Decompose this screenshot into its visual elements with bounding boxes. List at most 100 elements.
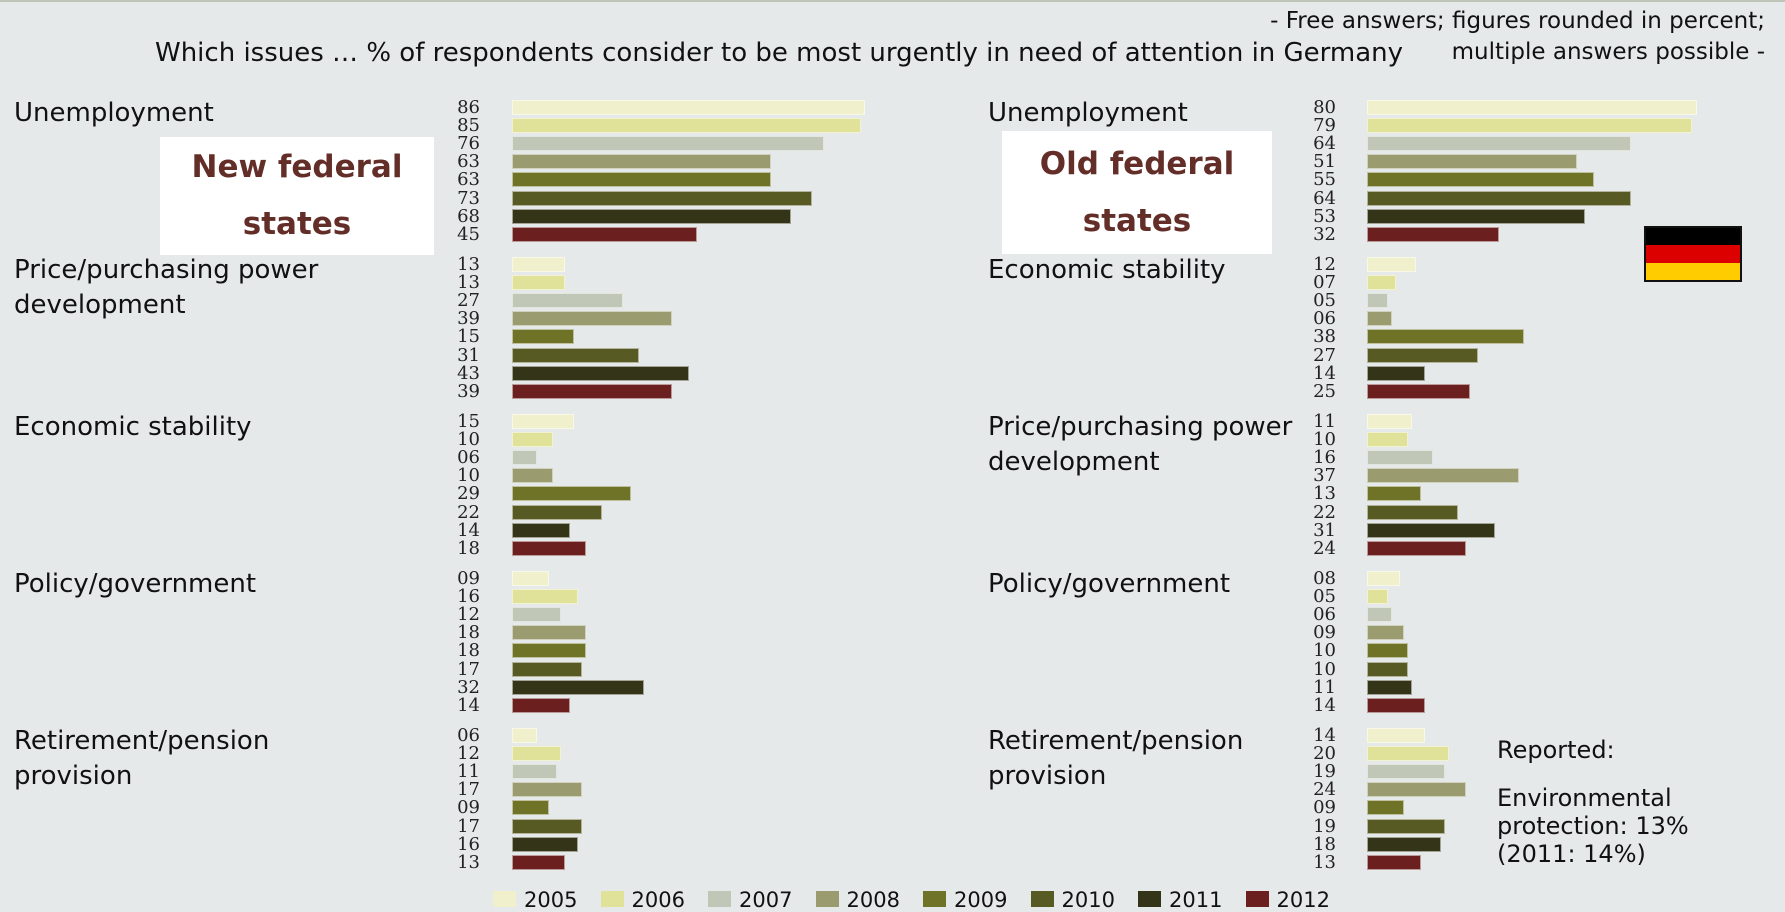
bar-value-label: 12 (457, 604, 480, 626)
category-label: Policy/government (988, 569, 1231, 599)
bar-value-label: 05 (1313, 586, 1336, 608)
bar-2008 (1367, 154, 1578, 170)
reported-heading: Reported: (1497, 736, 1615, 764)
bar-2009 (512, 329, 574, 345)
bar-value-label: 17 (457, 779, 480, 801)
bar-2010 (1367, 818, 1446, 834)
bar-value-label: 14 (457, 519, 480, 541)
bar-value-label: 10 (457, 429, 480, 451)
bar-value-label: 39 (457, 380, 480, 402)
bar-value-label: 10 (1313, 658, 1336, 680)
bar-value-label: 06 (1313, 604, 1336, 626)
bar-2011 (512, 522, 570, 538)
bar-2010 (1367, 661, 1409, 677)
bar-2012 (1367, 540, 1466, 556)
bar-2005 (512, 100, 866, 115)
bar-2011 (1367, 208, 1586, 224)
category-label: Economic stability (988, 255, 1226, 285)
bar-value-label: 14 (457, 694, 480, 716)
bar-2012 (512, 854, 566, 870)
bar-value-label: 18 (457, 640, 480, 662)
legend-swatch (815, 891, 839, 907)
legend-swatch (1245, 891, 1269, 907)
bar-value-label: 16 (457, 586, 480, 608)
bar-value-label: 11 (457, 761, 480, 783)
bar-value-label: 19 (1313, 761, 1336, 783)
legend-swatch (708, 891, 731, 907)
bar-value-label: 27 (457, 290, 480, 312)
bar-value-label: 10 (457, 465, 480, 487)
bar-value-label: 14 (1313, 725, 1336, 746)
panel-label-old-text: Old federal states (1039, 145, 1235, 239)
bar-value-label: 80 (1313, 97, 1336, 118)
bar-2006 (512, 589, 578, 605)
bar-value-label: 24 (1313, 537, 1336, 559)
bar-2008 (512, 154, 771, 170)
bar-2007 (1367, 764, 1446, 780)
category-label: Policy/government (14, 569, 257, 599)
bar-2009 (512, 172, 771, 188)
bar-2008 (1367, 625, 1405, 641)
bar-2009 (512, 486, 632, 502)
bar-2009 (1367, 800, 1405, 816)
bar-2012 (512, 540, 586, 556)
bar-value-label: 45 (457, 223, 480, 245)
bar-2006 (1367, 746, 1450, 762)
bar-value-label: 43 (457, 362, 480, 384)
bar-2007 (512, 136, 825, 152)
bar-2008 (512, 625, 586, 641)
bar-value-label: 63 (457, 169, 480, 191)
bar-2010 (1367, 504, 1458, 520)
flag-stripe-gold (1646, 262, 1740, 280)
legend-swatch (600, 891, 624, 907)
bar-value-label: 11 (1313, 411, 1336, 432)
bar-value-label: 17 (457, 815, 480, 837)
bar-2009 (1367, 172, 1594, 188)
bar-value-label: 12 (1313, 254, 1336, 275)
bar-value-label: 55 (1313, 169, 1336, 191)
bar-value-label: 64 (1313, 133, 1336, 155)
bar-value-label: 31 (1313, 519, 1336, 541)
bar-2006 (1367, 275, 1396, 291)
bar-2008 (1367, 468, 1520, 484)
bar-value-label: 09 (457, 568, 480, 589)
bar-value-label: 39 (457, 308, 480, 330)
bar-value-label: 73 (457, 187, 480, 209)
bar-2012 (1367, 854, 1421, 870)
top-divider (0, 0, 1785, 2)
legend-label: 2010 (1061, 888, 1115, 912)
bar-2011 (512, 679, 644, 695)
chart-title: Which issues … % of respondents consider… (155, 38, 1404, 68)
bar-value-label: 13 (1313, 483, 1336, 505)
bar-value-label: 09 (1313, 622, 1336, 644)
bar-value-label: 53 (1313, 205, 1336, 227)
bar-2006 (1367, 118, 1693, 134)
bar-2010 (512, 347, 640, 363)
bar-value-label: 09 (1313, 797, 1336, 819)
bar-2008 (512, 782, 582, 798)
panel-label-new-text: New federal states (191, 149, 403, 242)
category-label: Unemployment (14, 98, 214, 128)
legend-label: 2005 (524, 888, 578, 912)
bar-value-label: 10 (1313, 429, 1336, 451)
bar-2005 (1367, 414, 1413, 429)
bar-2005 (512, 571, 549, 586)
reported-text: Environmental protection: 13% (2011: 14%… (1497, 784, 1689, 868)
bar-2009 (512, 643, 586, 659)
bar-value-label: 14 (1313, 362, 1336, 384)
category-label: Price/purchasing power development (988, 412, 1293, 477)
legend-label: 2009 (954, 888, 1008, 912)
bar-value-label: 85 (457, 115, 480, 137)
bar-value-label: 09 (457, 797, 480, 819)
bar-value-label: 37 (1313, 465, 1336, 487)
bar-2012 (1367, 383, 1470, 399)
bar-value-label: 11 (1313, 676, 1336, 698)
bar-value-label: 13 (457, 851, 480, 873)
bar-2006 (1367, 589, 1388, 605)
panel-label-old: Old federal states (1002, 131, 1272, 254)
bar-value-label: 64 (1313, 187, 1336, 209)
category-label: Economic stability (14, 412, 252, 442)
bar-value-label: 15 (457, 326, 480, 348)
bar-2010 (512, 504, 603, 520)
bar-value-label: 19 (1313, 815, 1336, 837)
